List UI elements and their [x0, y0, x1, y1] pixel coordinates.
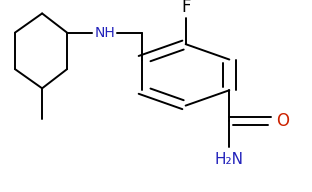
Text: O: O — [276, 112, 289, 130]
Text: F: F — [181, 0, 190, 16]
Text: NH: NH — [94, 26, 115, 40]
Text: H₂N: H₂N — [215, 152, 244, 167]
